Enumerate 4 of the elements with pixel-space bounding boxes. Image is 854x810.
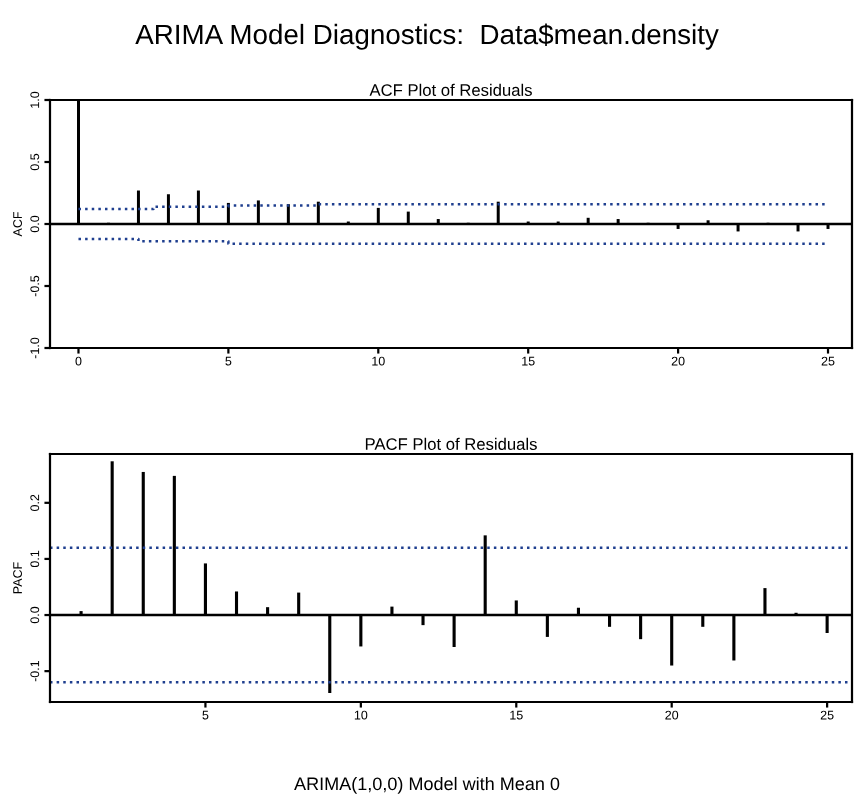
- text: ARIMA(1,0,0) Model with Mean 0: [294, 776, 560, 794]
- chart-title: ACF Plot of Residuals: [369, 83, 532, 96]
- chart-title: PACF Plot of Residuals: [365, 437, 537, 450]
- text: ARIMA Model Diagnostics: Data$mean.density: [135, 23, 719, 50]
